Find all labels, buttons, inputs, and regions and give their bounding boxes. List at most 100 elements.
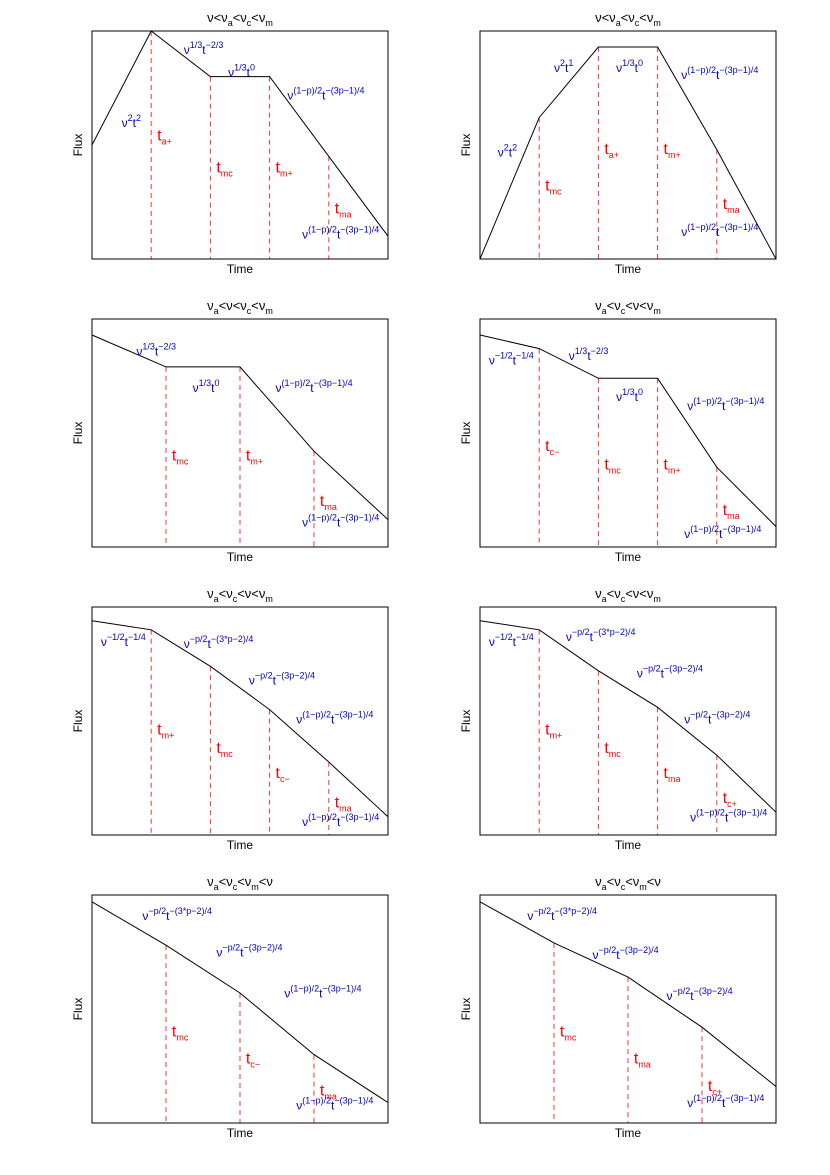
segment-scaling-label-part: t [509, 145, 513, 159]
segment-scaling-label-part: 1/3 [190, 40, 203, 50]
plot-frame [479, 894, 777, 1124]
segment-scaling-label-part: ν [690, 810, 696, 824]
break-time-label-part: t [545, 722, 550, 739]
segment-scaling-label: ν1/3t−2/3 [136, 341, 176, 358]
break-time-label-part: t [723, 502, 728, 519]
segment-scaling-label-part: −(3p−1)/4 [323, 984, 362, 994]
segment-scaling-label-part: ν [681, 225, 687, 239]
chart-title-part: <ν [251, 298, 265, 313]
segment-scaling-label: ν(1−p)/2t−(3p−1)/4 [690, 807, 767, 824]
plot-frame [479, 606, 777, 836]
segment-scaling-label-part: ν [302, 227, 308, 241]
segment-scaling-label: ν(1−p)/2t−(3p−1)/4 [302, 224, 379, 241]
segment-scaling-label-part: ν [184, 637, 190, 651]
segment-scaling-label-part: ν [687, 1096, 693, 1110]
break-time-label-part: t [708, 1078, 713, 1095]
chart-title-part: m [653, 18, 661, 28]
break-time-label-part: t [216, 159, 221, 176]
break-time-label: tm+ [545, 722, 562, 741]
x-axis-label: Time [615, 1126, 642, 1140]
chart-title-part: <ν [219, 586, 233, 601]
chart-title-part: a [602, 882, 607, 892]
segment-scaling-label-part: t [565, 61, 569, 75]
flux-curve [91, 620, 389, 818]
segment-scaling-label-part: −(3p−1)/4 [728, 807, 767, 817]
segment-scaling-label-part: t [322, 88, 326, 102]
break-time-label-part: m+ [250, 456, 263, 466]
segment-scaling-label-part: ν [687, 399, 693, 413]
segment-scaling-label-part: ν [684, 527, 690, 541]
segment-scaling-label-part: −1/2 [495, 632, 513, 642]
segment-scaling-label-part: −(3p−1)/4 [334, 1095, 373, 1105]
chart-title-part: c [247, 18, 252, 28]
chart-title-part: ν [595, 298, 602, 313]
chart-title: νa<νc<ν<νm [207, 586, 273, 604]
segment-scaling-label: ν−1/2t−1/4 [489, 351, 534, 368]
y-axis-label: Flux [71, 998, 85, 1021]
segment-scaling-label-part: t [331, 1098, 335, 1112]
chart-title-part: <ν [647, 874, 661, 889]
chart-title-part: <ν<ν [625, 586, 653, 601]
break-time-label-part: mc [550, 187, 562, 197]
break-time-label: tma [723, 502, 740, 521]
chart-title-part: ν [207, 874, 214, 889]
segment-scaling-label-part: ν [101, 635, 107, 649]
segment-scaling-label-part: (1−p)/2 [690, 524, 719, 534]
segment-scaling-label-part: t [716, 225, 720, 239]
break-time-label-part: mc [221, 168, 233, 178]
break-time-label-part: t [320, 493, 325, 510]
segment-scaling-label-part: −1/2 [495, 351, 513, 361]
break-time-label: tm+ [157, 722, 174, 741]
break-time-label-part: ma [638, 1060, 651, 1070]
segment-scaling-label-part: t [551, 909, 555, 923]
segment-scaling-label-part: ν [681, 68, 687, 82]
break-time-label-part: c− [280, 774, 290, 784]
chart-title-part: <ν [214, 10, 228, 25]
segment-scaling-label-part: ν [276, 381, 282, 395]
segment-scaling-label-part: ν [592, 948, 598, 962]
segment-scaling-label: ν(1−p)/2t−(3p−1)/4 [296, 709, 373, 726]
chart-title: ν<νa<νc<νm [595, 10, 661, 28]
break-time-label: tmc [604, 456, 621, 475]
chart-title-part: <ν<ν [219, 298, 247, 313]
break-time-label-part: c− [250, 1060, 260, 1070]
segment-scaling-label-part: ν [684, 712, 690, 726]
break-time-label-part: t [723, 790, 728, 807]
segment-scaling-label-part: ν [498, 145, 504, 159]
segment-scaling-label-part: 1/3 [622, 58, 635, 68]
segment-scaling-label-part: t [247, 66, 251, 80]
break-time-label-part: m+ [668, 150, 681, 160]
segment-scaling-label-part: −(3p−1)/4 [334, 709, 373, 719]
segment-scaling-label-part: −(3p−2)/4 [243, 943, 282, 953]
segment-scaling-label-part: −p/2 [643, 664, 661, 674]
break-time-label-part: t [604, 141, 609, 158]
segment-scaling-label-part: −(3p−1)/4 [719, 222, 758, 232]
segment-scaling-label-part: −p/2 [222, 943, 240, 953]
break-time-label: tmc [172, 1023, 189, 1042]
chart-title-part: a [214, 882, 219, 892]
segment-scaling-label-part: −p/2 [190, 634, 208, 644]
break-time-label-part: a+ [609, 150, 619, 160]
break-time-label-part: mc [221, 749, 233, 759]
segment-scaling-label-part: ν [666, 989, 672, 1003]
segment-scaling-label-part: t [719, 527, 723, 541]
segment-scaling-label-part: −(3p−1)/4 [725, 396, 764, 406]
break-time-label-part: mc [609, 465, 621, 475]
chart-title-part: m [639, 882, 647, 892]
segment-scaling-label-part: t [513, 635, 517, 649]
break-time-label-part: mc [176, 1032, 188, 1042]
segment-scaling-label: ν−1/2t−1/4 [101, 632, 146, 649]
segment-scaling-label-part: 2 [128, 113, 133, 123]
break-time-label-part: mc [564, 1032, 576, 1042]
segment-scaling-label-part: 1/3 [575, 346, 588, 356]
segment-scaling-label-part: 0 [638, 387, 643, 397]
segment-scaling-label-part: (1−p)/2 [687, 222, 716, 232]
break-time-label-part: ma [727, 205, 740, 215]
segment-scaling-label-part: −2/3 [206, 40, 224, 50]
y-axis-label: Flux [459, 998, 473, 1021]
segment-scaling-label-part: −1/4 [128, 632, 146, 642]
break-time-label: tma [320, 493, 337, 512]
break-time-label-part: t [560, 1023, 565, 1040]
chart-title-part: a [602, 306, 607, 316]
